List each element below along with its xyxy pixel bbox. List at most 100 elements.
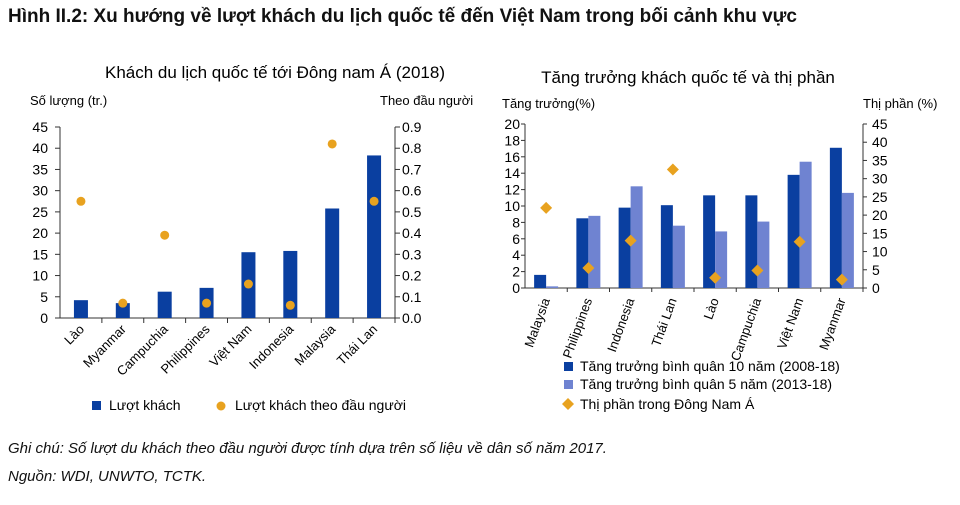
bar-luot-khach xyxy=(367,155,382,318)
x-tick-label: Việt Nam xyxy=(774,296,806,351)
y-tick-label-right: 35 xyxy=(872,152,888,168)
bar-tang-truong-10-nam xyxy=(534,274,547,288)
legend-swatch-dot xyxy=(216,401,226,411)
y-tick-label-left: 15 xyxy=(32,246,48,262)
bar-tang-truong-10-nam xyxy=(618,207,631,288)
bar-tang-truong-5-nam xyxy=(588,215,601,288)
bar-tang-truong-10-nam xyxy=(745,195,758,288)
bar-tang-truong-5-nam xyxy=(799,161,812,288)
y-tick-label-right: 0.4 xyxy=(402,225,422,241)
dot-theo-dau-nguoi xyxy=(202,298,212,308)
diamond-thi-phan xyxy=(709,271,722,284)
bar-tang-truong-5-nam xyxy=(715,231,728,288)
diamond-thi-phan xyxy=(540,201,553,214)
y-tick-label-left: 5 xyxy=(40,289,48,305)
dot-theo-dau-nguoi xyxy=(118,298,128,308)
diamond-thi-phan xyxy=(624,234,637,247)
y-tick-label-left: 0 xyxy=(40,310,48,326)
y-tick-label-right: 0 xyxy=(872,280,880,296)
bar-tang-truong-5-nam xyxy=(757,221,770,288)
y-tick-label-left: 18 xyxy=(504,132,520,148)
y-tick-label-left: 12 xyxy=(504,182,520,198)
x-tick-label: Campuchia xyxy=(728,295,765,363)
bar-tang-truong-10-nam xyxy=(829,147,842,288)
legend-swatch-10-nam xyxy=(564,362,573,371)
y-tick-label-right: 0.9 xyxy=(402,119,422,135)
y-tick-label-right: 10 xyxy=(872,244,888,260)
chart-title: Tăng trưởng khách quốc tế và thị phần xyxy=(541,68,835,87)
legend-label-dot: Lượt khách theo đầu người xyxy=(235,397,406,413)
figure-title: Hình II.2: Xu hướng về lượt khách du lịc… xyxy=(8,6,797,27)
x-tick-label: Indonesia xyxy=(246,321,297,372)
y-tick-label-right: 0.2 xyxy=(402,268,422,284)
x-tick-label: Malaysia xyxy=(521,295,553,349)
chart-growth-share: Tăng trưởng khách quốc tế và thị phần Tăn… xyxy=(502,68,937,412)
y-tick-label-right: 0.6 xyxy=(402,183,422,199)
dot-theo-dau-nguoi xyxy=(160,230,170,240)
legend-label-thi-phan: Thị phần trong Đông Nam Á xyxy=(580,396,755,412)
bar-luot-khach xyxy=(73,300,88,318)
x-tick-label: Malaysia xyxy=(291,321,338,368)
diamond-thi-phan xyxy=(835,273,848,286)
y-tick-label-left: 4 xyxy=(512,247,520,263)
bar-tang-truong-5-nam xyxy=(546,286,559,288)
bar-tang-truong-10-nam xyxy=(787,174,800,288)
bar-luot-khach xyxy=(157,291,172,318)
y-tick-label-right: 5 xyxy=(872,262,880,278)
legend-swatch-5-nam xyxy=(564,380,573,389)
bar-tang-truong-10-nam xyxy=(703,195,716,288)
diamond-thi-phan xyxy=(582,261,595,274)
y-tick-label-left: 40 xyxy=(32,140,48,156)
bar-tang-truong-10-nam xyxy=(576,218,589,288)
x-tick-label: Indonesia xyxy=(604,295,638,354)
y-tick-label-left: 14 xyxy=(504,165,520,181)
y-tick-label-left: 20 xyxy=(504,116,520,132)
x-tick-label: Thái Lan xyxy=(648,296,679,349)
y-tick-label-left: 25 xyxy=(32,204,48,220)
y-tick-label-right: 0.3 xyxy=(402,246,422,262)
legend-label-bar: Lượt khách xyxy=(109,397,180,413)
legend-swatch-bar xyxy=(92,401,101,410)
chart-title: Khách du lịch quốc tế tới Đông nam Á (20… xyxy=(105,63,445,82)
bar-luot-khach xyxy=(325,208,340,318)
y-tick-label-left: 0 xyxy=(512,280,520,296)
y-axis-right-label: Theo đầu người xyxy=(380,93,473,108)
figure-source: Nguồn: WDI, UNWTO, TCTK. xyxy=(8,468,207,485)
y-axis-left-label: Số lượng (tr.) xyxy=(30,93,107,108)
y-tick-label-left: 35 xyxy=(32,161,48,177)
bar-tang-truong-5-nam xyxy=(630,186,643,288)
y-tick-label-right: 0.8 xyxy=(402,140,422,156)
figure-note: Ghi chú: Số lượt du khách theo đầu người… xyxy=(8,440,607,457)
x-tick-label: Thái Lan xyxy=(334,322,380,368)
x-tick-label: Lào xyxy=(61,322,87,348)
diamond-thi-phan xyxy=(751,264,764,277)
y-tick-label-left: 10 xyxy=(32,268,48,284)
y-tick-label-right: 30 xyxy=(872,171,888,187)
y-tick-label-right: 0.5 xyxy=(402,204,422,220)
y-tick-label-right: 0.7 xyxy=(402,161,422,177)
dot-theo-dau-nguoi xyxy=(285,300,295,310)
legend-label-5-nam: Tăng trưởng bình quân 5 năm (2013-18) xyxy=(580,376,832,392)
bar-luot-khach xyxy=(283,250,298,318)
y-tick-label-left: 20 xyxy=(32,225,48,241)
y-tick-label-right: 40 xyxy=(872,134,888,150)
bar-tang-truong-10-nam xyxy=(660,205,673,288)
y-tick-label-right: 0.1 xyxy=(402,289,422,305)
y-tick-label-left: 8 xyxy=(512,214,520,230)
y-tick-label-right: 25 xyxy=(872,189,888,205)
y-tick-label-left: 2 xyxy=(512,264,520,280)
y-tick-label-right: 20 xyxy=(872,207,888,223)
x-tick-label: Myanmar xyxy=(816,295,849,352)
diamond-thi-phan xyxy=(666,163,679,176)
legend-swatch-thi-phan xyxy=(562,398,574,410)
bar-tang-truong-5-nam xyxy=(841,192,854,288)
y-tick-label-right: 45 xyxy=(872,116,888,132)
x-tick-label: Lào xyxy=(700,296,722,322)
legend-label-10-nam: Tăng trưởng bình quân 10 năm (2008-18) xyxy=(580,358,840,374)
y-axis-left-label: Tăng trưởng(%) xyxy=(502,96,595,111)
y-tick-label-right: 0.0 xyxy=(402,310,422,326)
y-tick-label-left: 45 xyxy=(32,119,48,135)
diamond-thi-phan xyxy=(793,235,806,248)
y-tick-label-left: 30 xyxy=(32,183,48,199)
x-tick-label: Philippines xyxy=(560,295,596,360)
